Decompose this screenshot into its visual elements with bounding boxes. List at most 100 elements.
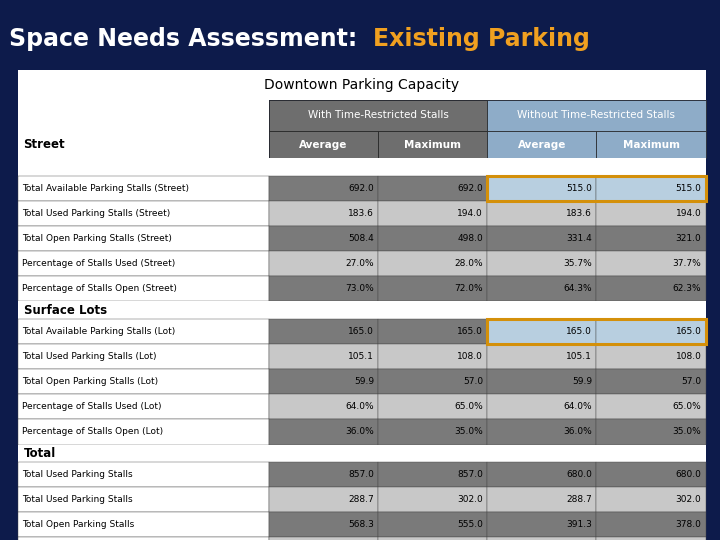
Bar	[596, 537, 706, 540]
Bar	[269, 369, 378, 394]
Text: 73.0%: 73.0%	[346, 285, 374, 293]
Text: Space Needs Assessment:: Space Needs Assessment:	[9, 26, 374, 51]
Text: Total Open Parking Stalls: Total Open Parking Stalls	[22, 521, 135, 529]
Bar	[378, 512, 487, 537]
Bar	[269, 394, 378, 420]
Text: 391.3: 391.3	[567, 521, 593, 529]
Text: 57.0: 57.0	[463, 377, 483, 386]
Bar	[18, 462, 269, 487]
Bar	[487, 512, 596, 537]
Text: 680.0: 680.0	[567, 470, 593, 479]
Text: 64.3%: 64.3%	[564, 285, 593, 293]
Bar	[487, 319, 706, 344]
Bar	[487, 420, 596, 444]
Text: 105.1: 105.1	[567, 352, 593, 361]
Bar	[378, 251, 487, 276]
Text: Total Available Parking Stalls (Street): Total Available Parking Stalls (Street)	[22, 184, 189, 193]
Bar	[378, 420, 487, 444]
Text: 555.0: 555.0	[457, 521, 483, 529]
Text: 36.0%: 36.0%	[346, 428, 374, 436]
Text: Total Used Parking Stalls (Lot): Total Used Parking Stalls (Lot)	[22, 352, 157, 361]
Text: 288.7: 288.7	[567, 495, 593, 504]
Bar	[596, 462, 706, 487]
Bar	[18, 344, 269, 369]
Text: 59.9: 59.9	[572, 377, 593, 386]
Text: Total Open Parking Stalls (Lot): Total Open Parking Stalls (Lot)	[22, 377, 158, 386]
Bar	[487, 131, 596, 158]
Bar	[18, 487, 269, 512]
Text: 65.0%: 65.0%	[672, 402, 701, 411]
Bar	[269, 487, 378, 512]
Bar	[378, 344, 487, 369]
Bar	[18, 301, 706, 319]
Bar	[18, 100, 269, 131]
Bar	[269, 537, 378, 540]
Bar	[269, 512, 378, 537]
Bar	[378, 487, 487, 512]
Bar	[18, 369, 269, 394]
Text: Maximum: Maximum	[623, 139, 680, 150]
Bar	[487, 251, 596, 276]
Text: 194.0: 194.0	[457, 209, 483, 218]
Text: 35.0%: 35.0%	[454, 428, 483, 436]
Bar	[487, 201, 596, 226]
Text: 183.6: 183.6	[348, 209, 374, 218]
Text: Percentage of Stalls Open (Lot): Percentage of Stalls Open (Lot)	[22, 428, 163, 436]
Bar	[596, 276, 706, 301]
Text: Average: Average	[518, 139, 566, 150]
Bar	[487, 394, 596, 420]
Bar	[18, 420, 269, 444]
Text: 108.0: 108.0	[675, 352, 701, 361]
Bar	[269, 319, 378, 344]
Bar	[487, 176, 706, 201]
Text: 105.1: 105.1	[348, 352, 374, 361]
Bar	[378, 276, 487, 301]
Bar	[18, 70, 706, 100]
Bar	[18, 251, 269, 276]
Text: Existing Parking: Existing Parking	[374, 26, 590, 51]
Bar	[596, 251, 706, 276]
Text: 59.9: 59.9	[354, 377, 374, 386]
Bar	[18, 394, 269, 420]
Bar	[378, 201, 487, 226]
Text: 165.0: 165.0	[567, 327, 593, 336]
Bar	[596, 131, 706, 158]
Text: 35.7%: 35.7%	[564, 259, 593, 268]
Text: 302.0: 302.0	[676, 495, 701, 504]
Text: 515.0: 515.0	[567, 184, 593, 193]
Bar	[596, 344, 706, 369]
Bar	[269, 226, 378, 251]
Bar	[269, 344, 378, 369]
Text: Total Used Parking Stalls: Total Used Parking Stalls	[22, 495, 132, 504]
Text: Total Used Parking Stalls: Total Used Parking Stalls	[22, 470, 132, 479]
Text: Maximum: Maximum	[404, 139, 462, 150]
Text: 288.7: 288.7	[348, 495, 374, 504]
Bar	[596, 369, 706, 394]
Text: 857.0: 857.0	[348, 470, 374, 479]
Bar	[269, 251, 378, 276]
Text: Without Time-Restricted Stalls: Without Time-Restricted Stalls	[518, 111, 675, 120]
Text: Percentage of Stalls Used (Lot): Percentage of Stalls Used (Lot)	[22, 402, 161, 411]
Text: Percentage of Stalls Used (Street): Percentage of Stalls Used (Street)	[22, 259, 176, 268]
Text: 165.0: 165.0	[457, 327, 483, 336]
Text: 331.4: 331.4	[567, 234, 593, 244]
Text: 194.0: 194.0	[676, 209, 701, 218]
Bar	[487, 537, 596, 540]
Bar	[596, 512, 706, 537]
Bar	[378, 176, 487, 201]
Bar	[378, 131, 487, 158]
Bar	[596, 201, 706, 226]
Bar	[596, 394, 706, 420]
Text: 498.0: 498.0	[457, 234, 483, 244]
Text: 27.0%: 27.0%	[346, 259, 374, 268]
Text: 64.0%: 64.0%	[346, 402, 374, 411]
Text: 165.0: 165.0	[675, 327, 701, 336]
Text: 65.0%: 65.0%	[454, 402, 483, 411]
Text: 37.7%: 37.7%	[672, 259, 701, 268]
Bar	[596, 420, 706, 444]
Text: 62.3%: 62.3%	[673, 285, 701, 293]
Text: 28.0%: 28.0%	[454, 259, 483, 268]
Bar	[487, 226, 596, 251]
Bar	[378, 226, 487, 251]
Text: 35.0%: 35.0%	[672, 428, 701, 436]
